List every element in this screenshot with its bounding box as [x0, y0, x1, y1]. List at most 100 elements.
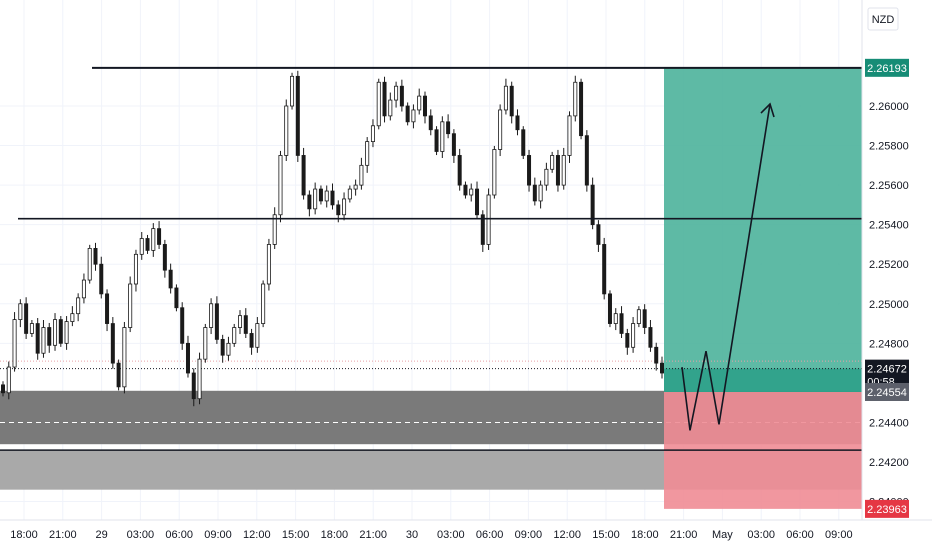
candle-body: [122, 327, 127, 388]
candle-body: [261, 283, 266, 324]
candle-body: [290, 75, 295, 107]
x-tick-label: 18:00: [321, 529, 349, 541]
candle-body: [475, 188, 480, 216]
candle-body: [405, 105, 410, 123]
candle-body: [619, 313, 624, 334]
candle-body: [243, 315, 248, 334]
profit-zone: [664, 67, 862, 392]
candle-body: [492, 149, 497, 196]
candle-body: [0, 384, 6, 394]
candle-body: [440, 121, 445, 152]
candle-body: [446, 121, 451, 135]
y-tick-label: 2.25600: [869, 180, 909, 192]
currency-label: NZD: [872, 14, 895, 26]
candle-body: [209, 303, 214, 328]
x-tick-label: 12:00: [243, 529, 271, 541]
y-tick-label: 2.26000: [869, 101, 909, 113]
candle-body: [191, 372, 196, 400]
x-tick-label: 18:00: [631, 529, 659, 541]
candle-body: [324, 190, 329, 202]
y-tick-label: 2.24800: [869, 338, 909, 350]
candle-body: [145, 238, 150, 251]
x-tick-label: 15:00: [592, 529, 620, 541]
arrow-head: [760, 102, 775, 118]
candle-body: [255, 323, 260, 348]
candle-body: [24, 303, 29, 334]
x-tick-label: 09:00: [515, 529, 543, 541]
candle-body: [301, 155, 306, 196]
candle-body: [573, 81, 578, 117]
y-tick-label: 2.25800: [869, 141, 909, 153]
current-price-text: 2.24672: [867, 364, 907, 376]
x-tick-label: 03:00: [127, 529, 155, 541]
entry-price-tag: 2.24554: [865, 382, 909, 401]
candle-body: [532, 184, 537, 202]
x-tick-label: 29: [95, 529, 107, 541]
candle-body: [313, 188, 318, 210]
candle-body: [422, 95, 427, 117]
candle-body: [35, 323, 40, 354]
candle-body: [463, 184, 468, 196]
candle-body: [434, 129, 439, 152]
x-tick-label: 09:00: [825, 529, 853, 541]
candle-body: [226, 342, 231, 356]
candle-body: [220, 338, 225, 356]
candle-body: [417, 95, 422, 111]
candle-body: [544, 168, 549, 186]
candle-body: [180, 307, 185, 344]
candle-body: [428, 115, 433, 131]
currency-button[interactable]: [867, 7, 899, 31]
candle-body: [81, 279, 86, 299]
candle-body: [128, 283, 133, 328]
candle-body: [99, 263, 104, 295]
candle-body: [58, 319, 63, 344]
candle-body: [660, 362, 665, 374]
candle-body: [133, 253, 138, 285]
candle-body: [648, 327, 653, 348]
candle-body: [527, 155, 532, 186]
candle-body: [607, 293, 612, 324]
candle-body: [561, 155, 566, 186]
candle-body: [284, 105, 289, 156]
candle-body: [157, 228, 162, 245]
candle-body: [307, 194, 312, 210]
candle-body: [105, 293, 110, 324]
candle-body: [584, 135, 589, 186]
candle-body: [162, 244, 167, 271]
x-tick-label: 09:00: [204, 529, 232, 541]
candle-body: [110, 323, 115, 364]
candle-body: [596, 224, 601, 245]
x-tick-label: 21:00: [670, 529, 698, 541]
candle-body: [353, 184, 358, 190]
candle-body: [29, 323, 34, 334]
candle-body: [498, 109, 503, 150]
candle-body: [318, 188, 323, 202]
candle-body: [515, 115, 520, 131]
y-tick-label: 2.24200: [869, 457, 909, 469]
candle-body: [521, 129, 526, 156]
candle-body: [76, 297, 81, 315]
candle-body: [232, 327, 237, 344]
candle-body: [590, 184, 595, 226]
candle-body: [278, 155, 283, 216]
candle-body: [538, 184, 543, 202]
x-tick-label: 18:00: [10, 529, 38, 541]
candle-body: [347, 188, 352, 200]
x-tick-label: 06:00: [786, 529, 814, 541]
y-tick-label: 2.25200: [869, 259, 909, 271]
candle-body: [295, 75, 300, 156]
candle-body: [197, 358, 202, 400]
candle-body: [503, 85, 508, 111]
candle-body: [330, 190, 335, 206]
candle-body: [174, 287, 179, 309]
candle-body: [382, 81, 387, 117]
projected-path: [681, 103, 771, 431]
y-tick-label: 2.25400: [869, 220, 909, 232]
x-tick-label: 21:00: [49, 529, 77, 541]
candle-body: [70, 313, 75, 322]
candle-body: [168, 269, 173, 289]
candle-body: [238, 315, 243, 328]
candle-body: [93, 247, 98, 265]
